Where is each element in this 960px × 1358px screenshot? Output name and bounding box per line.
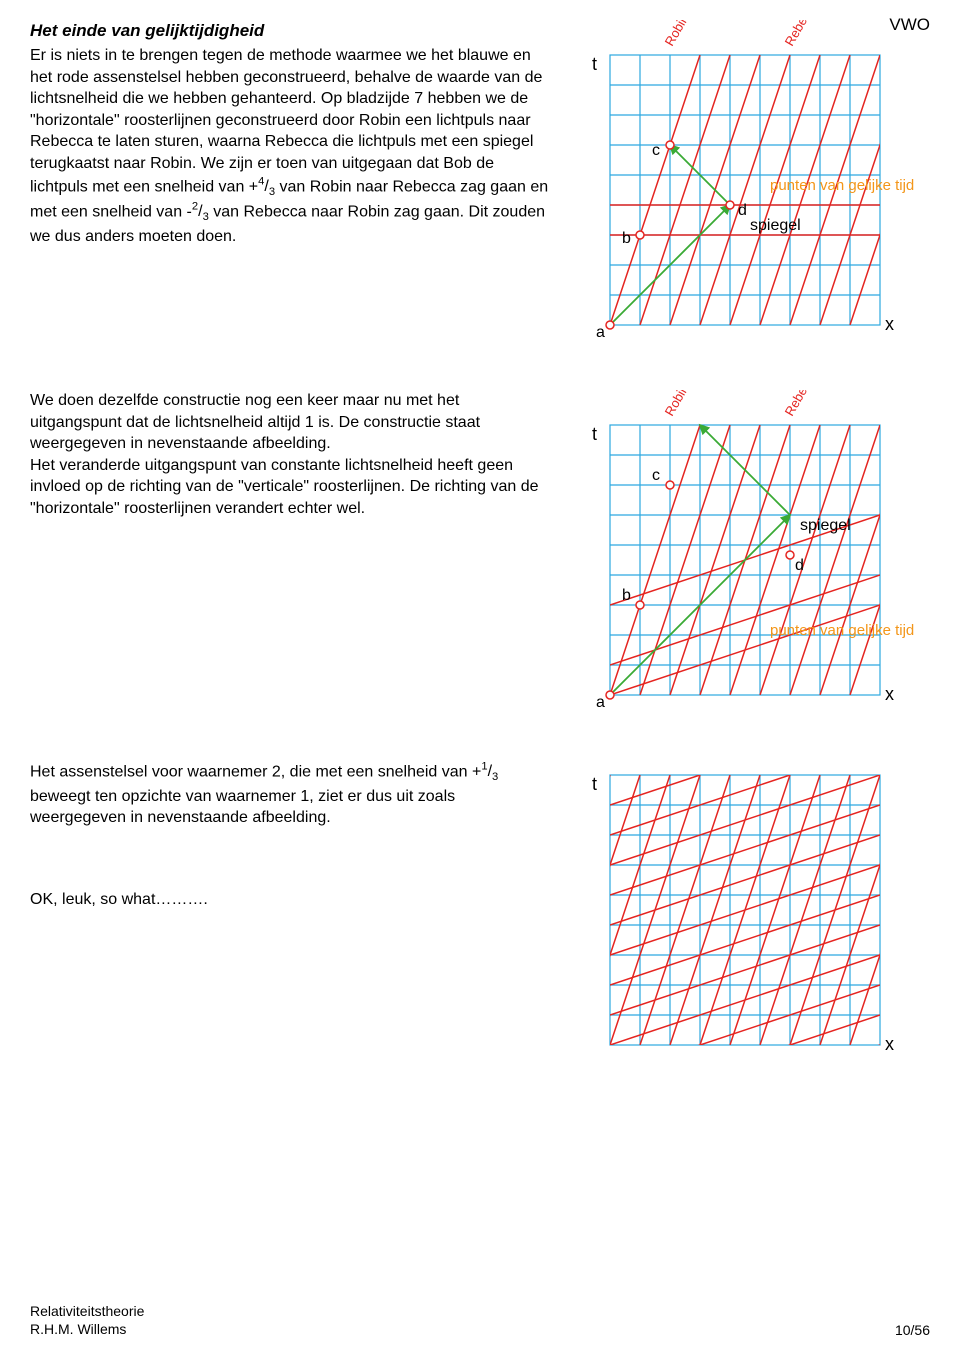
section-3-body-b: beweegt ten opzichte van waarnemer 1, zi…: [30, 788, 455, 827]
fraction-4-3: 4/3: [258, 178, 275, 195]
footer-author: R.H.M. Willems: [30, 1320, 144, 1338]
section-2: We doen dezelfde constructie nog een kee…: [30, 390, 930, 710]
svg-text:t: t: [592, 424, 597, 444]
svg-text:punten van gelijke tijd: punten van gelijke tijd: [770, 622, 914, 639]
footer-page: 10/56: [895, 1322, 930, 1338]
svg-text:d: d: [795, 557, 804, 574]
section-1-title: Het einde van gelijktijdigheid: [30, 20, 555, 43]
point-c-label: c: [652, 142, 660, 159]
rebecca-label: Rebecca: [782, 20, 821, 49]
point-d-label: d: [738, 202, 747, 219]
section-3: Het assenstelsel voor waarnemer 2, die m…: [30, 760, 930, 1070]
svg-text:spiegel: spiegel: [800, 517, 851, 534]
svg-text:a: a: [596, 694, 605, 710]
axis-t-label: t: [592, 54, 597, 74]
axis-x-label: x: [885, 314, 894, 334]
svg-text:x: x: [885, 1034, 894, 1054]
svg-text:c: c: [652, 467, 660, 484]
svg-text:t: t: [592, 774, 597, 794]
diagram-1: t x a b c d spiegel punten van gelijke t…: [580, 20, 930, 340]
section-3-text: Het assenstelsel voor waarnemer 2, die m…: [30, 760, 555, 910]
course-level: VWO: [889, 15, 930, 35]
section-3-body-a: Het assenstelsel voor waarnemer 2, die m…: [30, 763, 481, 780]
section-2-body-a: We doen dezelfde constructie nog een kee…: [30, 390, 555, 455]
diagram-3: t x: [580, 760, 930, 1070]
fraction-2-3: 2/3: [192, 203, 209, 220]
so-what-text: OK, leuk, so what……….: [30, 889, 555, 911]
section-1-body-a: Er is niets in te brengen tegen de metho…: [30, 47, 542, 195]
punten-label: punten van gelijke tijd: [770, 177, 914, 194]
point-a-label: a: [596, 324, 605, 340]
section-2-body-b: Het veranderde uitgangspunt van constant…: [30, 455, 555, 520]
robin-label: Robin: [662, 20, 692, 49]
section-2-text: We doen dezelfde constructie nog een kee…: [30, 390, 555, 520]
svg-text:Rebecca: Rebecca: [782, 390, 821, 419]
section-1-text: Het einde van gelijktijdigheid Er is nie…: [30, 20, 555, 247]
page-footer: Relativiteitstheorie R.H.M. Willems 10/5…: [30, 1302, 930, 1338]
spiegel-label: spiegel: [750, 217, 801, 234]
point-b-label: b: [622, 230, 631, 247]
fraction-1-3: 1/3: [481, 763, 498, 780]
footer-title: Relativiteitstheorie: [30, 1302, 144, 1320]
section-1: Het einde van gelijktijdigheid Er is nie…: [30, 20, 930, 340]
diagram-2: t x a b c d spiegel punten van gelijke t…: [580, 390, 930, 710]
svg-text:b: b: [622, 587, 631, 604]
svg-text:x: x: [885, 684, 894, 704]
svg-text:Robin: Robin: [662, 390, 692, 419]
